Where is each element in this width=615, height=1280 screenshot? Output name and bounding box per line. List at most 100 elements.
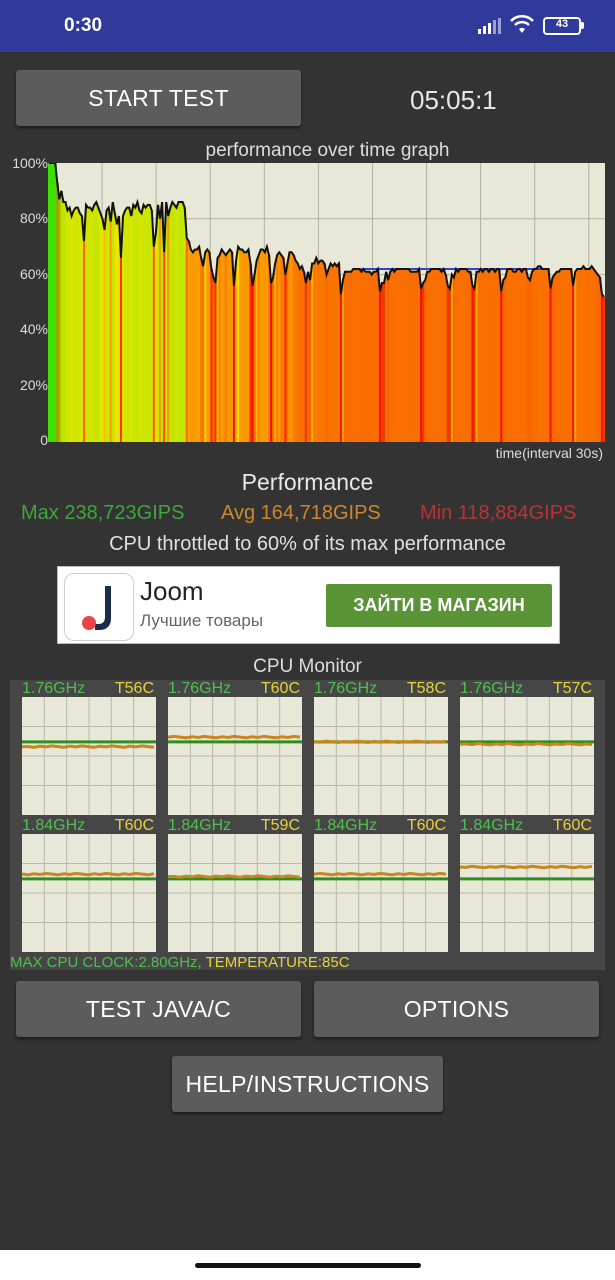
performance-bar (210, 269, 214, 442)
performance-bar (97, 207, 100, 442)
performance-bar (428, 271, 431, 442)
performance-bar (446, 285, 450, 442)
performance-bar (276, 255, 279, 442)
core-graph (168, 697, 302, 815)
performance-bar (370, 274, 374, 442)
performance-bar (547, 269, 551, 442)
performance-bar (269, 282, 273, 442)
performance-chart-svg (48, 163, 605, 442)
ad-cta-button[interactable]: ЗАЙТИ В МАГАЗИН (326, 584, 552, 627)
options-button[interactable]: OPTIONS (314, 981, 599, 1037)
home-indicator[interactable] (195, 1263, 421, 1268)
performance-bar (117, 216, 121, 442)
performance-bar (181, 202, 185, 442)
performance-bar (533, 269, 536, 442)
performance-bar (235, 260, 238, 442)
performance-bar (366, 271, 370, 442)
performance-bar (99, 213, 103, 442)
performance-bar (473, 288, 477, 442)
temperature-line (22, 871, 155, 877)
performance-bar (62, 202, 66, 442)
performance-bar (193, 249, 197, 442)
performance-bar (300, 266, 304, 442)
performance-bar (374, 271, 378, 442)
test-java-c-button[interactable]: TEST JAVA/C (16, 981, 301, 1037)
performance-bar (333, 263, 337, 442)
performance-bar (354, 269, 357, 442)
start-test-button[interactable]: START TEST (16, 70, 301, 126)
performance-bar (124, 210, 127, 442)
avg-performance: Avg 164,718GIPS (221, 502, 381, 524)
temperature-line (314, 739, 447, 745)
performance-bar (70, 216, 74, 442)
performance-bar (109, 221, 113, 442)
performance-bar (362, 269, 366, 442)
core-temperature: T56C (114, 680, 154, 697)
temperature-line (460, 864, 593, 870)
performance-bar (189, 249, 193, 442)
performance-bar (337, 263, 341, 442)
performance-bar (121, 216, 125, 442)
performance-bar (401, 269, 405, 442)
performance-bar (440, 271, 444, 442)
performance-bar (471, 285, 475, 442)
performance-bar (469, 271, 473, 442)
performance-bar (329, 263, 333, 442)
performance-bar (272, 277, 275, 442)
performance-bar (105, 210, 109, 442)
performance-bar (452, 277, 456, 442)
performance-bar (255, 260, 259, 442)
performance-bar (136, 202, 140, 442)
help-instructions-button[interactable]: HELP/INSTRUCTIONS (172, 1056, 443, 1112)
performance-bar (430, 269, 433, 442)
performance-bar (436, 269, 440, 442)
performance-bar (358, 269, 362, 442)
cpu-core-3: 1.76GHz T57C (460, 680, 596, 815)
performance-bar (598, 277, 602, 442)
performance-bar (179, 202, 183, 442)
performance-bar (588, 269, 592, 442)
performance-bar (115, 224, 119, 442)
performance-bar (506, 269, 509, 442)
y-tick-label: 40% (19, 321, 48, 337)
performance-bar (265, 246, 269, 442)
performance-bar (85, 204, 88, 442)
performance-bar (171, 202, 174, 442)
performance-bar (483, 269, 487, 442)
core-graph (460, 697, 594, 815)
performance-bar (383, 282, 386, 442)
performance-bar (463, 269, 466, 442)
performance-bar (360, 271, 364, 442)
core-graph (168, 834, 302, 952)
performance-line (49, 163, 605, 298)
performance-bar (169, 207, 172, 442)
cpu-core-5: 1.84GHz T59C (168, 817, 304, 952)
performance-bar (364, 271, 368, 442)
performance-bar (500, 291, 503, 442)
performance-bar (356, 269, 359, 442)
performance-bar (245, 252, 248, 442)
performance-bar (395, 269, 399, 442)
performance-bar (450, 274, 454, 442)
performance-bar (477, 271, 481, 442)
performance-bar (111, 202, 115, 442)
performance-bar (526, 277, 530, 442)
performance-bar (230, 252, 234, 442)
performance-bar (590, 266, 594, 442)
performance-bar (175, 207, 179, 442)
performance-bar (561, 269, 565, 442)
performance-bar (284, 274, 288, 442)
performance-bar (510, 269, 514, 442)
status-time: 0:30 (64, 15, 103, 36)
performance-bar (72, 210, 76, 442)
cpu-core-2: 1.76GHz T58C (314, 680, 450, 815)
performance-bar (498, 269, 501, 442)
performance-bar (422, 282, 425, 442)
throttle-summary: CPU throttled to 60% of its max performa… (109, 533, 506, 555)
ad-banner[interactable]: Joom Лучшие товары ЗАЙТИ В МАГАЗИН (57, 566, 560, 644)
core-temperature: T58C (406, 680, 446, 697)
performance-bar (267, 255, 271, 442)
core-temperature: T60C (260, 680, 300, 697)
performance-bar (413, 271, 417, 442)
temperature-line (460, 741, 593, 747)
